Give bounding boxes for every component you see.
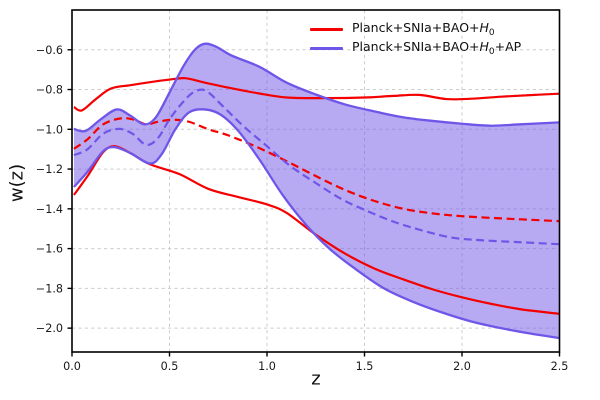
legend-swatch-red-line: [310, 27, 343, 32]
x-tick-label: 2.0: [453, 360, 471, 373]
y-tick-label: −1.6: [36, 243, 63, 256]
y-tick-label: −2.0: [36, 322, 63, 335]
y-tick-label: −1.2: [36, 163, 63, 176]
legend-label-planck-snia-bao-h0: Planck+SNIa+BAO+H0: [352, 19, 495, 38]
legend-swatch-purple-line: [310, 46, 343, 51]
purple-lower-bound-curve: [73, 108, 560, 340]
x-tick-label: 0.0: [63, 360, 81, 373]
red-mean-curve: [73, 117, 560, 223]
legend: Planck+SNIa+BAO+H0 Planck+SNIa+BAO+H0+AP: [310, 20, 521, 58]
x-tick-label: 1.5: [356, 360, 374, 373]
y-tick-label: −1.4: [36, 203, 63, 216]
red-upper-bound-curve: [73, 76, 560, 112]
y-tick-label: −1.8: [36, 282, 63, 295]
x-tick-label: 0.5: [161, 360, 179, 373]
purple-mean-curve: [73, 88, 560, 246]
ap-confidence-band: [73, 43, 560, 339]
y-tick-label: −0.8: [36, 84, 63, 97]
legend-item-planck-snia-bao-h0: Planck+SNIa+BAO+H0: [310, 20, 521, 39]
y-axis-label: w(z): [6, 163, 28, 203]
legend-item-planck-snia-bao-h0-ap: Planck+SNIa+BAO+H0+AP: [310, 39, 521, 58]
x-axis-label: z: [311, 368, 321, 390]
y-tick-label: −0.6: [36, 44, 63, 57]
purple-upper-bound-curve: [73, 42, 560, 133]
axes-spines: [71, 9, 561, 353]
x-tick-label: 2.5: [551, 360, 569, 373]
y-tick-label: −1.0: [36, 123, 63, 136]
legend-label-planck-snia-bao-h0-ap: Planck+SNIa+BAO+H0+AP: [352, 38, 522, 57]
x-tick-label: 1.0: [258, 360, 276, 373]
